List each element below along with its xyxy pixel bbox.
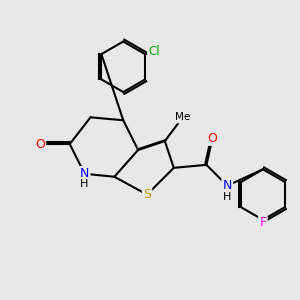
Text: N: N	[80, 167, 89, 180]
Text: O: O	[208, 132, 218, 145]
Text: O: O	[35, 138, 45, 151]
Text: Cl: Cl	[148, 45, 160, 58]
Text: F: F	[260, 216, 266, 229]
Text: N: N	[223, 179, 232, 192]
Text: H: H	[223, 192, 232, 202]
Text: Me: Me	[175, 112, 190, 122]
Text: S: S	[143, 188, 151, 201]
Text: H: H	[80, 179, 88, 189]
